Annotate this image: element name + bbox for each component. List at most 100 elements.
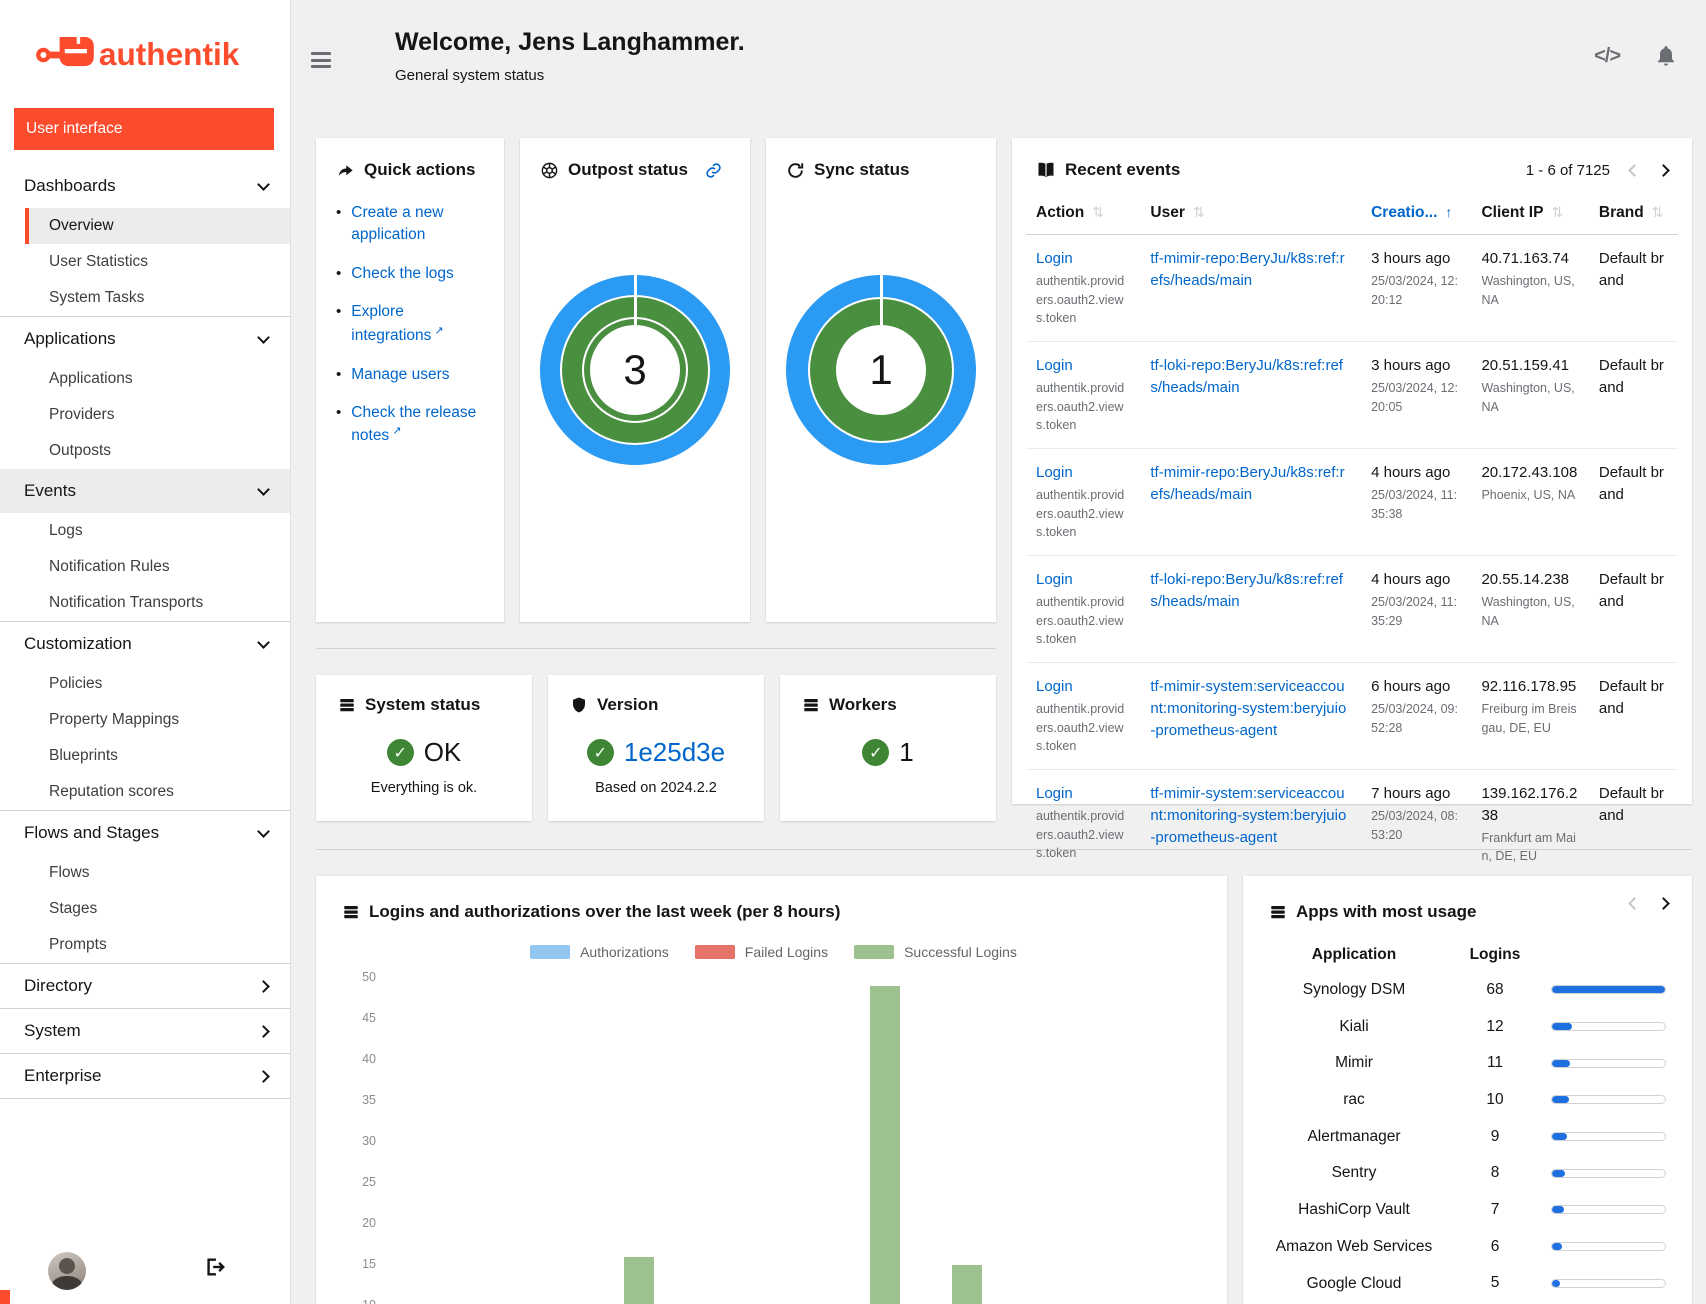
y-tick-label: 40 (346, 1052, 376, 1066)
event-user-link[interactable]: tf-loki-repo:BeryJu/k8s:ref:refs/heads/m… (1150, 571, 1343, 610)
notifications-bell-icon[interactable] (1654, 44, 1678, 68)
legend-item-successful-logins[interactable]: Successful Logins (854, 944, 1017, 960)
quick-action-link-check-the-release-notes[interactable]: Check the release notes↗ (351, 402, 484, 448)
pagination-next-icon[interactable] (1657, 164, 1670, 177)
app-usage-progress-bar (1551, 1059, 1666, 1068)
events-column-creatio[interactable]: Creatio...↑ (1361, 194, 1471, 235)
sidebar-item-system-tasks[interactable]: System Tasks (25, 280, 290, 316)
quick-action-link-check-the-logs[interactable]: Check the logs (351, 263, 454, 285)
sync-refresh-icon (786, 161, 805, 180)
nav-group-header-enterprise[interactable]: Enterprise (0, 1054, 290, 1098)
nav-group-header-dashboards[interactable]: Dashboards (0, 164, 290, 208)
outpost-status-card: Outpost status (520, 138, 750, 622)
event-user-link[interactable]: tf-mimir-repo:BeryJu/k8s:ref:refs/heads/… (1150, 464, 1344, 503)
version-value[interactable]: 1e25d3e (624, 737, 725, 768)
app-usage-progress-fill (1552, 1206, 1564, 1213)
avatar[interactable] (48, 1252, 86, 1290)
app-usage-name: HashiCorp Vault (1269, 1199, 1439, 1221)
app-usage-progress-bar (1551, 1132, 1666, 1141)
sidebar-item-prompts[interactable]: Prompts (25, 927, 290, 963)
event-created: 6 hours ago (1371, 676, 1461, 698)
event-row: Login authentik.providers.oauth2.views.to… (1026, 663, 1678, 770)
nav-group-header-directory[interactable]: Directory (0, 964, 290, 1008)
event-created: 3 hours ago (1371, 248, 1461, 270)
sidebar-item-user-statistics[interactable]: User Statistics (25, 244, 290, 280)
quick-action-link-manage-users[interactable]: Manage users (351, 364, 449, 386)
app-usage-logins: 8 (1453, 1164, 1537, 1182)
sidebar-item-policies[interactable]: Policies (25, 666, 290, 702)
share-arrow-icon (336, 161, 355, 180)
nav-group-header-customization[interactable]: Customization (0, 622, 290, 666)
event-user-link[interactable]: tf-mimir-system:serviceaccount:monitorin… (1150, 678, 1346, 739)
event-client-ip: 20.51.159.41 (1481, 355, 1578, 377)
sidebar-item-outposts[interactable]: Outposts (25, 433, 290, 469)
event-action-link[interactable]: Login (1036, 785, 1073, 802)
sidebar-item-applications[interactable]: Applications (25, 361, 290, 397)
event-action-app: authentik.providers.oauth2.views.token (1036, 272, 1130, 328)
quick-action-item: •Check the release notes↗ (336, 402, 484, 448)
app-usage-progress-fill (1552, 1096, 1569, 1103)
version-description: Based on 2024.2.2 (570, 780, 742, 796)
sidebar-nav: DashboardsOverviewUser StatisticsSystem … (0, 164, 290, 1238)
events-column-brand[interactable]: Brand⇅ (1589, 194, 1678, 235)
event-action-app: authentik.providers.oauth2.views.token (1036, 379, 1130, 435)
apps-usage-card: Apps with most usage Application Logins … (1243, 876, 1692, 1304)
event-user-link[interactable]: tf-mimir-repo:BeryJu/k8s:ref:refs/heads/… (1150, 250, 1344, 289)
content: Quick actions •Create a new application•… (291, 112, 1706, 1304)
event-action-link[interactable]: Login (1036, 357, 1073, 374)
sync-status-card: Sync status 1 (766, 138, 996, 622)
event-geo: Phoenix, US, NA (1481, 486, 1578, 505)
menu-icon[interactable] (311, 52, 331, 68)
sidebar-item-blueprints[interactable]: Blueprints (25, 738, 290, 774)
sidebar-item-flows[interactable]: Flows (25, 855, 290, 891)
event-action-link[interactable]: Login (1036, 571, 1073, 588)
events-column-client-ip[interactable]: Client IP⇅ (1471, 194, 1588, 235)
event-geo: Frankfurt am Main, DE, EU (1481, 829, 1578, 867)
event-created-date: 25/03/2024, 08:53:20 (1371, 807, 1461, 845)
pagination-prev-icon[interactable] (1628, 164, 1641, 177)
legend-item-authorizations[interactable]: Authorizations (530, 944, 669, 960)
nav-group-header-flows-and-stages[interactable]: Flows and Stages (0, 811, 290, 855)
events-column-action[interactable]: Action⇅ (1026, 194, 1140, 235)
check-circle-icon: ✓ (387, 739, 414, 766)
nav-group-header-events[interactable]: Events (0, 469, 290, 513)
sync-count: 1 (869, 346, 892, 394)
events-table-body: Login authentik.providers.oauth2.views.to… (1026, 235, 1678, 880)
event-row: Loginauthentik.providers.oauth2.views.to… (1026, 770, 1678, 880)
nav-group-enterprise: Enterprise (0, 1053, 290, 1099)
event-action-app: authentik.providers.oauth2.views.token (1036, 700, 1130, 756)
sidebar-item-notification-transports[interactable]: Notification Transports (25, 585, 290, 621)
sidebar-item-property-mappings[interactable]: Property Mappings (25, 702, 290, 738)
event-action-link[interactable]: Login (1036, 464, 1073, 481)
event-geo: Washington, US, NA (1481, 593, 1578, 631)
sidebar-item-stages[interactable]: Stages (25, 891, 290, 927)
quick-action-link-explore-integrations[interactable]: Explore integrations↗ (351, 301, 484, 347)
sidebar-item-notification-rules[interactable]: Notification Rules (25, 549, 290, 585)
event-user-link[interactable]: tf-mimir-system:serviceaccount:monitorin… (1150, 785, 1346, 846)
user-interface-button[interactable]: User interface (14, 108, 274, 150)
events-table: Action⇅User⇅Creatio...↑Client IP⇅Brand⇅ … (1026, 194, 1678, 879)
api-code-icon[interactable]: </> (1594, 45, 1620, 68)
event-brand: Default brand (1599, 462, 1668, 506)
sidebar-item-logs[interactable]: Logs (25, 513, 290, 549)
event-brand: Default brand (1599, 676, 1668, 720)
nav-group-header-system[interactable]: System (0, 1009, 290, 1053)
legend-item-failed-logins[interactable]: Failed Logins (695, 944, 828, 960)
link-icon[interactable] (705, 162, 722, 179)
events-column-user[interactable]: User⇅ (1140, 194, 1361, 235)
event-created: 3 hours ago (1371, 355, 1461, 377)
event-created: 7 hours ago (1371, 783, 1461, 805)
event-action-link[interactable]: Login (1036, 678, 1073, 695)
logout-icon[interactable] (204, 1256, 226, 1278)
nav-group-header-applications[interactable]: Applications (0, 317, 290, 361)
event-action-link[interactable]: Login (1036, 250, 1073, 267)
event-user-link[interactable]: tf-loki-repo:BeryJu/k8s:ref:refs/heads/m… (1150, 357, 1343, 396)
sort-icon: ⇅ (1092, 204, 1104, 220)
sidebar-item-providers[interactable]: Providers (25, 397, 290, 433)
system-status-description: Everything is ok. (338, 780, 510, 796)
event-geo: Washington, US, NA (1481, 272, 1578, 310)
y-tick-label: 10 (346, 1298, 376, 1304)
sidebar-item-reputation-scores[interactable]: Reputation scores (25, 774, 290, 810)
sidebar-item-overview[interactable]: Overview (25, 208, 290, 244)
quick-action-link-create-a-new-application[interactable]: Create a new application (351, 202, 484, 247)
